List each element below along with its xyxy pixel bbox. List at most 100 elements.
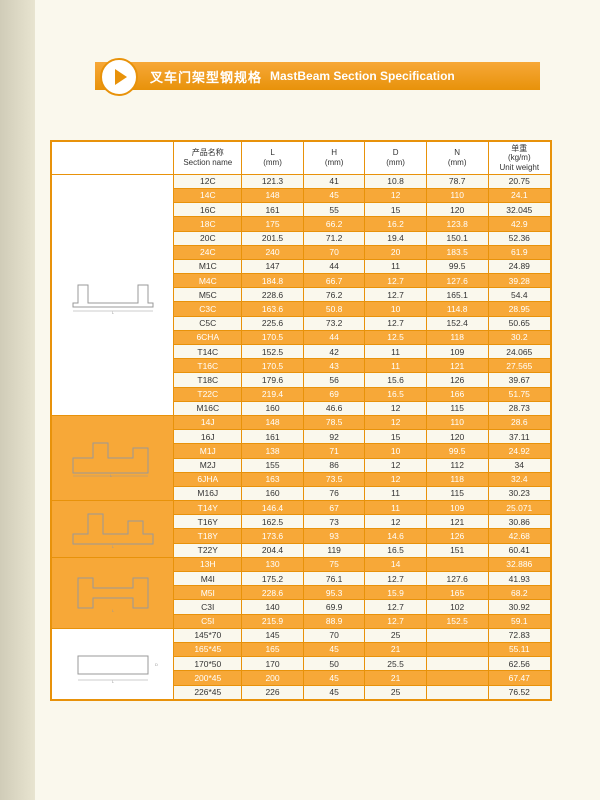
table-cell: 12.7 bbox=[365, 274, 426, 288]
table-cell: 120 bbox=[426, 203, 488, 217]
table-cell bbox=[426, 628, 488, 642]
table-cell: 170.5 bbox=[242, 330, 304, 344]
table-cell: 10 bbox=[365, 302, 426, 316]
table-cell: 78.7 bbox=[426, 174, 488, 188]
table-cell: 145*70 bbox=[174, 628, 242, 642]
svg-text:D: D bbox=[155, 662, 158, 667]
table-cell: 114.8 bbox=[426, 302, 488, 316]
table-cell: 15.9 bbox=[365, 586, 426, 600]
table-cell: 86 bbox=[303, 458, 364, 472]
table-cell bbox=[426, 642, 488, 656]
table-cell: 12.7 bbox=[365, 614, 426, 628]
table-cell bbox=[426, 685, 488, 699]
table-cell: 60.41 bbox=[488, 543, 550, 557]
table-cell: M5I bbox=[174, 586, 242, 600]
table-cell: 76.52 bbox=[488, 685, 550, 699]
table-cell: C5I bbox=[174, 614, 242, 628]
table-cell: 121.3 bbox=[242, 174, 304, 188]
table-cell: 152.4 bbox=[426, 316, 488, 330]
table-cell: 219.4 bbox=[242, 387, 304, 401]
table-cell: M4I bbox=[174, 572, 242, 586]
table-cell: M2J bbox=[174, 458, 242, 472]
table-cell: 99.5 bbox=[426, 444, 488, 458]
table-cell: 173.6 bbox=[242, 529, 304, 543]
section-diagram: LD bbox=[52, 628, 174, 699]
table-cell: 42.68 bbox=[488, 529, 550, 543]
table-cell: 12.7 bbox=[365, 600, 426, 614]
table-row: L14J14878.51211028.6 bbox=[52, 415, 551, 429]
table-cell: 11 bbox=[365, 486, 426, 500]
table-cell: M5C bbox=[174, 288, 242, 302]
svg-text:L: L bbox=[112, 608, 115, 613]
table-cell: 56 bbox=[303, 373, 364, 387]
table-cell: 14J bbox=[174, 415, 242, 429]
table-cell: 76.2 bbox=[303, 288, 364, 302]
table-cell: M16J bbox=[174, 486, 242, 500]
table-cell: 44 bbox=[303, 259, 364, 273]
column-header: N(mm) bbox=[426, 142, 488, 175]
table-cell: 88.9 bbox=[303, 614, 364, 628]
table-cell: 112 bbox=[426, 458, 488, 472]
table-cell: 25 bbox=[365, 628, 426, 642]
table-cell: 170 bbox=[242, 657, 304, 671]
table-cell: 12.7 bbox=[365, 316, 426, 330]
column-header: 产品名称Section name bbox=[174, 142, 242, 175]
table-cell: 30.23 bbox=[488, 486, 550, 500]
table-cell: 51.75 bbox=[488, 387, 550, 401]
table-cell: 10 bbox=[365, 444, 426, 458]
svg-text:L: L bbox=[110, 473, 113, 478]
table-cell: 118 bbox=[426, 472, 488, 486]
table-cell: 12C bbox=[174, 174, 242, 188]
table-cell: 126 bbox=[426, 373, 488, 387]
header-diagram bbox=[52, 142, 174, 175]
table-cell: 226*45 bbox=[174, 685, 242, 699]
table-cell: 54.4 bbox=[488, 288, 550, 302]
table-cell: T16C bbox=[174, 359, 242, 373]
table-cell: 25.071 bbox=[488, 501, 550, 515]
table-cell: 151 bbox=[426, 543, 488, 557]
table-cell: 16.5 bbox=[365, 387, 426, 401]
table-cell: 45 bbox=[303, 642, 364, 656]
table-cell: M1J bbox=[174, 444, 242, 458]
table-cell: 179.6 bbox=[242, 373, 304, 387]
table-cell bbox=[426, 671, 488, 685]
table-cell: 76.1 bbox=[303, 572, 364, 586]
table-cell: 24.1 bbox=[488, 188, 550, 202]
table-cell: 201.5 bbox=[242, 231, 304, 245]
table-cell: 44 bbox=[303, 330, 364, 344]
table-cell: 66.2 bbox=[303, 217, 364, 231]
table-cell: 93 bbox=[303, 529, 364, 543]
table-cell: 170.5 bbox=[242, 359, 304, 373]
table-cell: 200 bbox=[242, 671, 304, 685]
table-cell: 50.8 bbox=[303, 302, 364, 316]
table-cell: 69 bbox=[303, 387, 364, 401]
table-cell: 11 bbox=[365, 359, 426, 373]
table-cell: C3I bbox=[174, 600, 242, 614]
table-cell: 148 bbox=[242, 415, 304, 429]
table-cell: 12.7 bbox=[365, 288, 426, 302]
table-cell: 121 bbox=[426, 359, 488, 373]
table-cell: 34 bbox=[488, 458, 550, 472]
table-cell: 115 bbox=[426, 401, 488, 415]
table-cell: 109 bbox=[426, 501, 488, 515]
table-cell: 15 bbox=[365, 203, 426, 217]
table-cell: 161 bbox=[242, 203, 304, 217]
table-cell: 120 bbox=[426, 430, 488, 444]
table-cell: 66.7 bbox=[303, 274, 364, 288]
table-cell: 138 bbox=[242, 444, 304, 458]
table-cell: 6JHA bbox=[174, 472, 242, 486]
table-cell: T22C bbox=[174, 387, 242, 401]
table-cell: 41.93 bbox=[488, 572, 550, 586]
table-cell: 184.8 bbox=[242, 274, 304, 288]
table-cell: 123.8 bbox=[426, 217, 488, 231]
table-cell: 70 bbox=[303, 245, 364, 259]
table-cell: 12 bbox=[365, 188, 426, 202]
table-cell: 42.9 bbox=[488, 217, 550, 231]
table-cell: 46.6 bbox=[303, 401, 364, 415]
table-cell: 62.56 bbox=[488, 657, 550, 671]
table-cell: 25 bbox=[365, 685, 426, 699]
table-cell: 43 bbox=[303, 359, 364, 373]
table-cell: 15 bbox=[365, 430, 426, 444]
table-cell bbox=[426, 657, 488, 671]
table-cell: 226 bbox=[242, 685, 304, 699]
